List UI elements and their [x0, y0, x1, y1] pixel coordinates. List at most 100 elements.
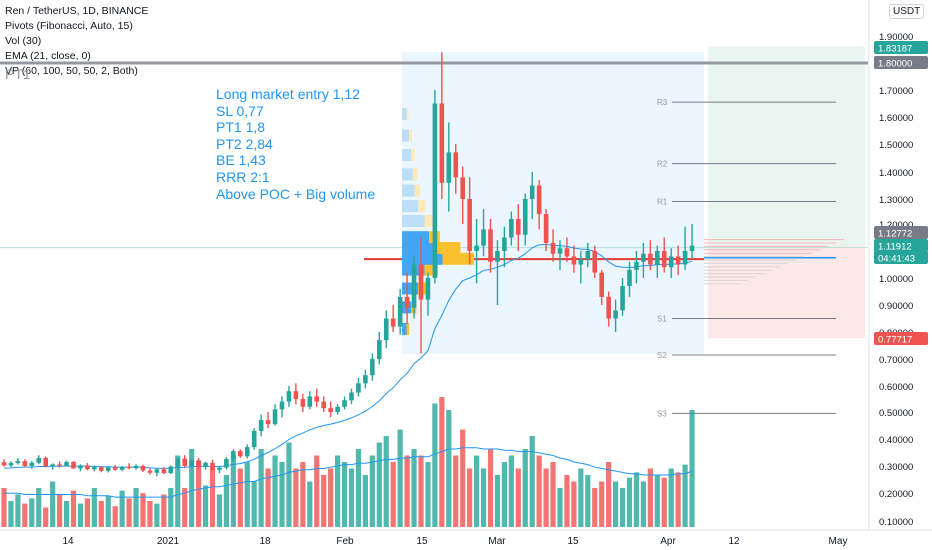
volume-bar [369, 455, 375, 527]
candle-body [467, 199, 472, 251]
candle-body [272, 409, 278, 425]
candle-body [99, 467, 104, 471]
volume-bar [126, 498, 132, 527]
note-line: Long market entry 1,12 [216, 86, 360, 102]
price-tick-label: 0.20000 [879, 489, 913, 500]
price-tick-label: 0.90000 [879, 301, 913, 312]
volume-bar [474, 455, 480, 527]
candle-body [682, 251, 688, 265]
volume-indicator-label[interactable]: Vol (30) [5, 35, 42, 47]
note-line: PT2 2,84 [216, 135, 273, 152]
price-tick-label: 1.90000 [879, 32, 913, 43]
volume-bar [335, 455, 341, 527]
volume-bar [105, 495, 111, 527]
vp-up-bar [402, 231, 429, 244]
volume-bar [494, 475, 501, 527]
volume-bar [286, 442, 292, 527]
vp-down-bar [409, 129, 412, 142]
candle-body [293, 391, 299, 399]
volume-bar [293, 468, 299, 527]
volume-bar [460, 429, 466, 527]
symbol-title[interactable]: Ren / TetherUS, 1D, BINANCE [5, 5, 149, 17]
candle-body [655, 251, 660, 265]
currency-selector[interactable]: USDT [889, 4, 925, 19]
pt1-label: PT1 [5, 66, 31, 82]
candle-body [85, 465, 90, 470]
vp-down-bar [418, 282, 429, 295]
vp-up-bar [402, 215, 425, 227]
volume-bar [63, 501, 70, 527]
vp-down-bar [433, 242, 461, 254]
note-line: BE 1,43 [216, 152, 266, 169]
candle-body [36, 457, 42, 463]
price-label-box [874, 332, 928, 345]
indicator-legend: Ren / TetherUS, 1D, BINANCE Pivots (Fibo… [5, 4, 148, 79]
price-tick-label: 1.70000 [879, 86, 913, 97]
candle-body [363, 375, 368, 384]
pivots-indicator-label[interactable]: Pivots (Fibonacci, Auto, 15) [5, 20, 133, 32]
volume-bar [175, 455, 181, 527]
time-tick-label: 15 [416, 536, 428, 547]
candle-body [328, 408, 333, 412]
volume-bar [487, 449, 494, 527]
volume-bar [383, 436, 389, 527]
candle-body [279, 401, 285, 410]
candle-body [578, 259, 584, 265]
price-tick-label: 0.70000 [879, 355, 913, 366]
candle-body [418, 264, 424, 300]
volume-bar [613, 481, 619, 527]
vp-down-bar [411, 149, 415, 161]
volume-bar [515, 468, 521, 527]
vp-up-bar [402, 108, 407, 120]
volume-bar [328, 468, 334, 527]
candle-body [522, 199, 528, 235]
volume-bar [8, 501, 14, 527]
vp-down-bar [412, 168, 418, 181]
candle-body [432, 103, 438, 278]
volume-bar [592, 488, 598, 527]
candle-body [390, 318, 396, 327]
candle-body [300, 399, 306, 407]
candle-body [92, 467, 97, 470]
price-tick-label: 0.10000 [879, 517, 913, 528]
volume-bar [550, 462, 556, 527]
volume-bar [251, 481, 257, 527]
candle-body [78, 465, 83, 469]
volume-bar [22, 503, 28, 527]
volume-bar [265, 468, 271, 527]
volume-bar [15, 494, 21, 527]
volume-bar [196, 462, 202, 527]
price-tick-label: 0.30000 [879, 462, 913, 473]
volume-bar [661, 477, 667, 527]
volume-bar [348, 468, 355, 527]
volume-bar [446, 410, 452, 527]
candle-body [29, 462, 35, 466]
trade-note[interactable]: Long market entry 1,12 SL 0,77 PT1 1,8 P… [216, 86, 375, 202]
candle-body [133, 466, 139, 469]
volume-ma-line [4, 447, 693, 498]
note-line: RRR 2:1 [216, 168, 270, 185]
volume-bar [501, 462, 507, 527]
price-tick-label: 1.50000 [879, 140, 913, 151]
volume-bar [654, 475, 660, 527]
vp-down-bar [406, 323, 410, 335]
price-tick-label: 0.50000 [879, 408, 913, 419]
candle-body [140, 466, 146, 471]
volume-bar [689, 410, 695, 527]
ema-indicator-label[interactable]: EMA (21, close, 0) [5, 50, 91, 62]
volume-bar [404, 455, 410, 527]
ema-line [3, 243, 693, 469]
candle-body [168, 466, 174, 474]
candle-body [641, 253, 646, 262]
volume-profile-indicator-label[interactable]: VP (60, 100, 50, 50, 2, Both) [5, 65, 138, 77]
candle-body [244, 447, 250, 457]
candle-body [370, 359, 375, 376]
volume-bar [161, 494, 167, 527]
volume-bar [147, 501, 153, 527]
volume-bar [314, 455, 320, 527]
candle-body [105, 467, 111, 471]
volume-bar [480, 468, 487, 527]
volume-bar [453, 455, 459, 527]
vp-down-bar [414, 184, 420, 197]
